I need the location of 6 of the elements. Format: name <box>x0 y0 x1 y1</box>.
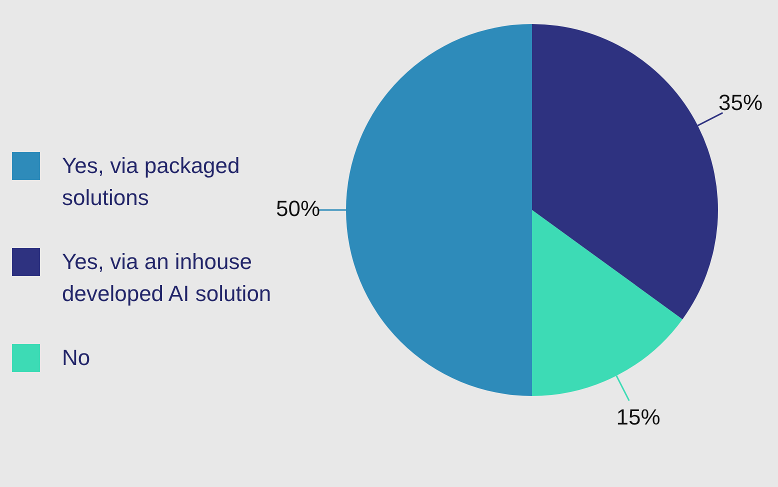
data-label: 50% <box>276 196 320 222</box>
data-label: 15% <box>616 404 660 430</box>
data-label: 35% <box>718 90 763 115</box>
legend-label: No <box>62 344 90 372</box>
legend-label: Yes, via an inhouse developed AI solution <box>62 248 272 308</box>
legend-label: Yes, via packaged solutions <box>62 153 240 210</box>
